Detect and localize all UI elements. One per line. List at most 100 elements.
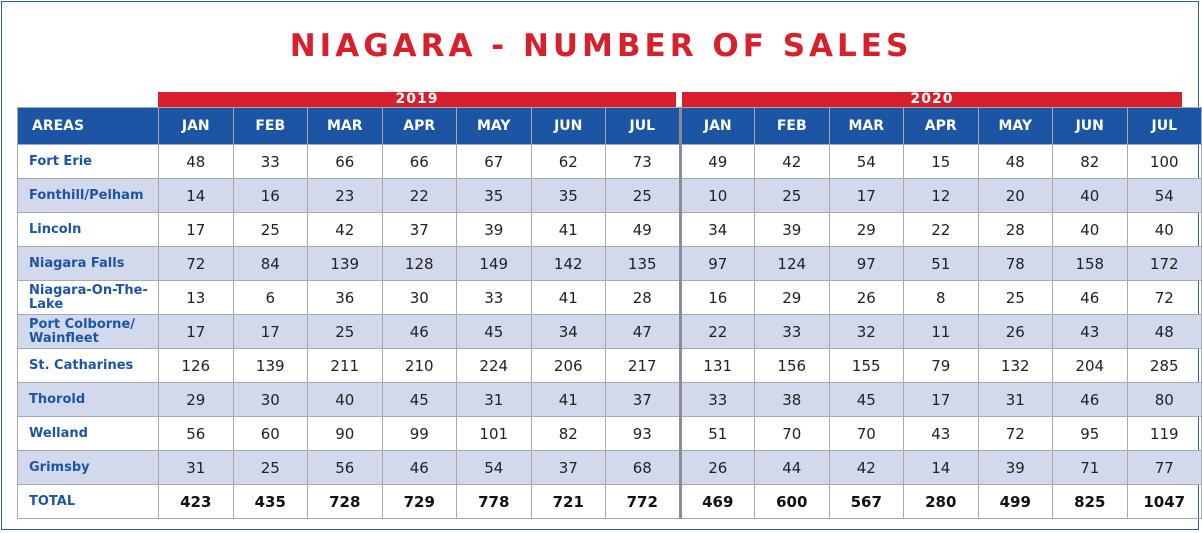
sales-cell: 31 (456, 382, 532, 417)
sales-cell: 42 (307, 212, 383, 247)
column-header-month: MAR (828, 107, 904, 145)
column-header-month: JUN (1052, 107, 1128, 145)
sales-cell: 54 (456, 450, 532, 485)
sales-cell: 67 (456, 144, 532, 179)
sales-cell: 56 (307, 450, 383, 485)
area-name: Thorold (17, 382, 159, 417)
sales-cell: 42 (754, 144, 830, 179)
sales-cell: 41 (530, 212, 606, 247)
sales-cell: 25 (232, 212, 308, 247)
sales-cell: 48 (977, 144, 1053, 179)
total-cell: 825 (1052, 484, 1128, 519)
sales-cell: 131 (679, 348, 755, 383)
sales-cell: 30 (381, 280, 457, 315)
sales-cell: 45 (828, 382, 904, 417)
sales-cell: 39 (754, 212, 830, 247)
year-header-2020: 2020 (682, 92, 1182, 107)
sales-cell: 204 (1052, 348, 1128, 383)
sales-cell: 35 (456, 178, 532, 213)
sales-cell: 25 (307, 314, 383, 349)
sales-cell: 119 (1126, 416, 1202, 451)
sales-cell: 28 (977, 212, 1053, 247)
column-header-month: MAY (977, 107, 1053, 145)
total-row: TOTAL 423 435 728 729 778 721 772 469 600 567 280 49… (17, 484, 1202, 519)
total-label: TOTAL (17, 484, 159, 519)
sales-cell: 217 (605, 348, 682, 383)
sales-cell: 22 (381, 178, 457, 213)
sales-cell: 210 (381, 348, 457, 383)
total-cell: 423 (158, 484, 234, 519)
area-name: Port Colborne/ Wainfleet (17, 314, 159, 349)
sales-cell: 13 (158, 280, 234, 315)
table-row: Lincoln 17 25 42 37 39 41 49 34 39 29 22 28 40 40 (17, 212, 1202, 247)
sales-cell: 10 (679, 178, 755, 213)
sales-cell: 45 (381, 382, 457, 417)
column-header-month: APR (381, 107, 457, 145)
sales-cell: 206 (530, 348, 606, 383)
column-header-month: JAN (158, 107, 234, 145)
sales-cell: 77 (1126, 450, 1202, 485)
sales-cell: 38 (754, 382, 830, 417)
area-name: Lincoln (17, 212, 159, 247)
sales-cell: 23 (307, 178, 383, 213)
column-header-month: JUL (1126, 107, 1202, 145)
sales-cell: 14 (158, 178, 234, 213)
sales-cell: 97 (679, 246, 755, 281)
sales-cell: 17 (158, 314, 234, 349)
column-header-month: APR (903, 107, 979, 145)
sales-cell: 16 (232, 178, 308, 213)
sales-cell: 37 (381, 212, 457, 247)
table-row: Welland 56 60 90 99 101 82 93 51 70 70 43 72 95 119 (17, 416, 1202, 451)
sales-cell: 93 (605, 416, 682, 451)
year-header-2019: 2019 (158, 92, 676, 107)
sales-cell: 16 (679, 280, 755, 315)
sales-cell: 26 (828, 280, 904, 315)
total-cell: 435 (232, 484, 308, 519)
sales-cell: 39 (456, 212, 532, 247)
sales-cell: 101 (456, 416, 532, 451)
sales-cell: 132 (977, 348, 1053, 383)
sales-cell: 72 (158, 246, 234, 281)
sales-cell: 40 (1126, 212, 1202, 247)
area-name: St. Catharines (17, 348, 159, 383)
sales-cell: 22 (903, 212, 979, 247)
column-header-month: JAN (679, 107, 755, 145)
sales-cell: 40 (1052, 212, 1128, 247)
sales-cell: 39 (977, 450, 1053, 485)
sales-cell: 66 (381, 144, 457, 179)
sales-cell: 41 (530, 280, 606, 315)
total-cell: 772 (605, 484, 682, 519)
total-cell: 721 (530, 484, 606, 519)
sales-cell: 30 (232, 382, 308, 417)
sales-cell: 224 (456, 348, 532, 383)
total-cell: 499 (977, 484, 1053, 519)
table-row: St. Catharines 126 139 211 210 224 206 217 131 15… (17, 348, 1202, 383)
sales-cell: 37 (605, 382, 682, 417)
sales-cell: 42 (828, 450, 904, 485)
sales-cell: 149 (456, 246, 532, 281)
sales-cell: 11 (903, 314, 979, 349)
sales-cell: 41 (530, 382, 606, 417)
sales-cell: 34 (679, 212, 755, 247)
table-row: Grimsby 31 25 56 46 54 37 68 26 44 42 14 39 71 77 (17, 450, 1202, 485)
sales-cell: 60 (232, 416, 308, 451)
sales-cell: 45 (456, 314, 532, 349)
total-cell: 728 (307, 484, 383, 519)
column-header-month: FEB (754, 107, 830, 145)
sales-cell: 54 (1126, 178, 1202, 213)
sales-cell: 47 (605, 314, 682, 349)
table-row: Niagara Falls 72 84 139 128 149 142 135 97 124 97 5… (17, 246, 1202, 281)
column-header-month: JUL (605, 107, 682, 145)
sales-cell: 36 (307, 280, 383, 315)
sales-cell: 17 (828, 178, 904, 213)
sales-cell: 56 (158, 416, 234, 451)
sales-cell: 100 (1126, 144, 1202, 179)
sales-cell: 99 (381, 416, 457, 451)
sales-cell: 211 (307, 348, 383, 383)
sales-cell: 22 (679, 314, 755, 349)
sales-cell: 6 (232, 280, 308, 315)
sales-cell: 43 (1052, 314, 1128, 349)
sales-cell: 40 (1052, 178, 1128, 213)
sales-cell: 40 (307, 382, 383, 417)
sales-cell: 25 (605, 178, 682, 213)
